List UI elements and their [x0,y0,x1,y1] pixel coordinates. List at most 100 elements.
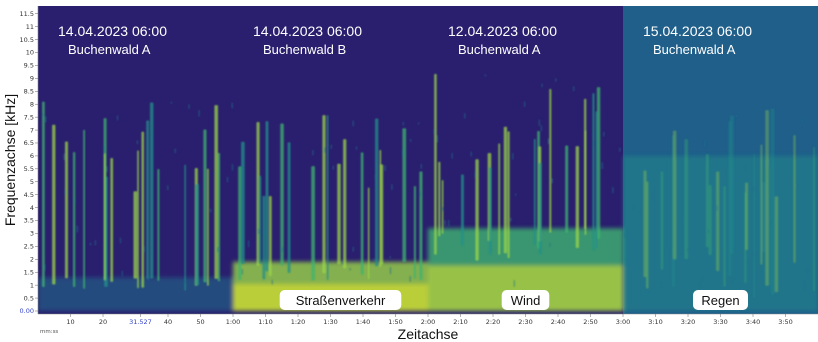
x-tick-label: 2:30 [518,318,533,326]
y-tick-label: 9.5 [24,62,34,70]
call-streak [643,170,647,278]
speckle [538,119,540,126]
badge-background [279,290,402,310]
call-streak [761,182,766,253]
call-streak [660,171,664,270]
call-streak [52,124,56,285]
call-streak [672,130,677,260]
speckle [686,248,688,251]
call-streak [575,146,579,249]
y-tick-label: 3.5 [24,217,34,225]
speckle [448,219,450,227]
call-streak [103,153,106,281]
call-streak [419,171,423,280]
x-tick-label: 2:50 [583,318,598,326]
speckle [768,159,771,166]
call-streak [241,141,245,264]
speckle [803,283,806,290]
x-tick-label: 3:30 [713,318,728,326]
speckle [257,228,260,235]
call-streak [214,105,218,279]
call-streak [708,185,712,256]
badge-background [501,290,550,310]
speckle [652,191,655,197]
y-tick-label: 5 [30,178,34,186]
speckle [735,115,738,118]
y-tick-label: 6.5 [24,139,34,147]
speckle [103,146,105,151]
speckle [670,255,672,260]
speckle [661,283,663,287]
call-streak [238,166,242,280]
x-tick-label: 2:00 [421,318,436,326]
speckle [708,229,710,234]
x-tick-label: 3:50 [778,318,793,326]
speckle [281,247,284,253]
call-streak [595,111,598,249]
speckle [640,210,642,213]
call-streak [217,152,221,282]
call-streak [265,121,269,272]
panel-date-label: 14.04.2023 06:00 [58,23,167,39]
x-tick-label: 31.527 [129,318,152,326]
noise-type-badge: Regen [693,290,748,310]
noise-type-label: Straßenverkehr [296,293,386,308]
speckle [801,119,803,122]
speckle [451,152,453,159]
x-axis-label: Zeitachse [398,326,459,342]
speckle [705,158,707,162]
call-streak [367,187,370,280]
speckle [474,171,476,178]
y-tick-label: 1 [30,281,34,289]
speckle [342,261,344,265]
call-streak [287,142,291,274]
noise-type-badge: Wind [501,290,550,310]
speckle [44,264,46,271]
x-tick-label: 3:40 [746,318,761,326]
x-tick-label: 3:00 [616,318,631,326]
call-streak [716,171,720,272]
call-streak [157,168,160,281]
y-tick-label: 5.5 [24,165,34,173]
speckle [106,166,108,172]
speckle [704,140,706,147]
call-streak [723,186,726,287]
speckle [633,205,635,210]
call-streak [813,146,815,292]
call-streak [646,181,649,289]
y-tick-label: 6 [30,152,34,160]
call-streak [360,152,364,275]
speckle [512,153,514,160]
speckle [515,193,517,196]
speckle [601,162,603,170]
call-streak [42,101,45,287]
noise-type-label: Regen [701,293,739,308]
speckle [76,225,78,233]
call-streak [375,118,379,267]
speckle [170,101,172,104]
panel-date-label: 15.04.2023 06:00 [643,23,752,39]
call-streak [774,196,779,293]
speckle [373,258,375,262]
speckle [436,135,439,143]
y-axis-ticks: 0.000.511.522.533.544.555.566.577.588.59… [20,10,38,315]
call-streak [326,115,329,281]
speckle [271,280,273,285]
call-streak [402,128,407,263]
call-streak [770,108,775,295]
speckle [513,280,515,287]
call-streak [596,87,601,239]
call-streak [705,154,709,248]
speckle [89,242,92,246]
y-tick-label: 2 [30,256,34,264]
speckle [231,164,234,171]
speckle [612,187,614,194]
call-streak [379,164,384,265]
speckle [217,246,219,253]
speckle [806,269,808,273]
speckle [116,115,119,121]
speckle [541,83,543,88]
speckle [42,112,44,116]
x-tick-label: 3:10 [648,318,663,326]
speckle [210,208,212,213]
